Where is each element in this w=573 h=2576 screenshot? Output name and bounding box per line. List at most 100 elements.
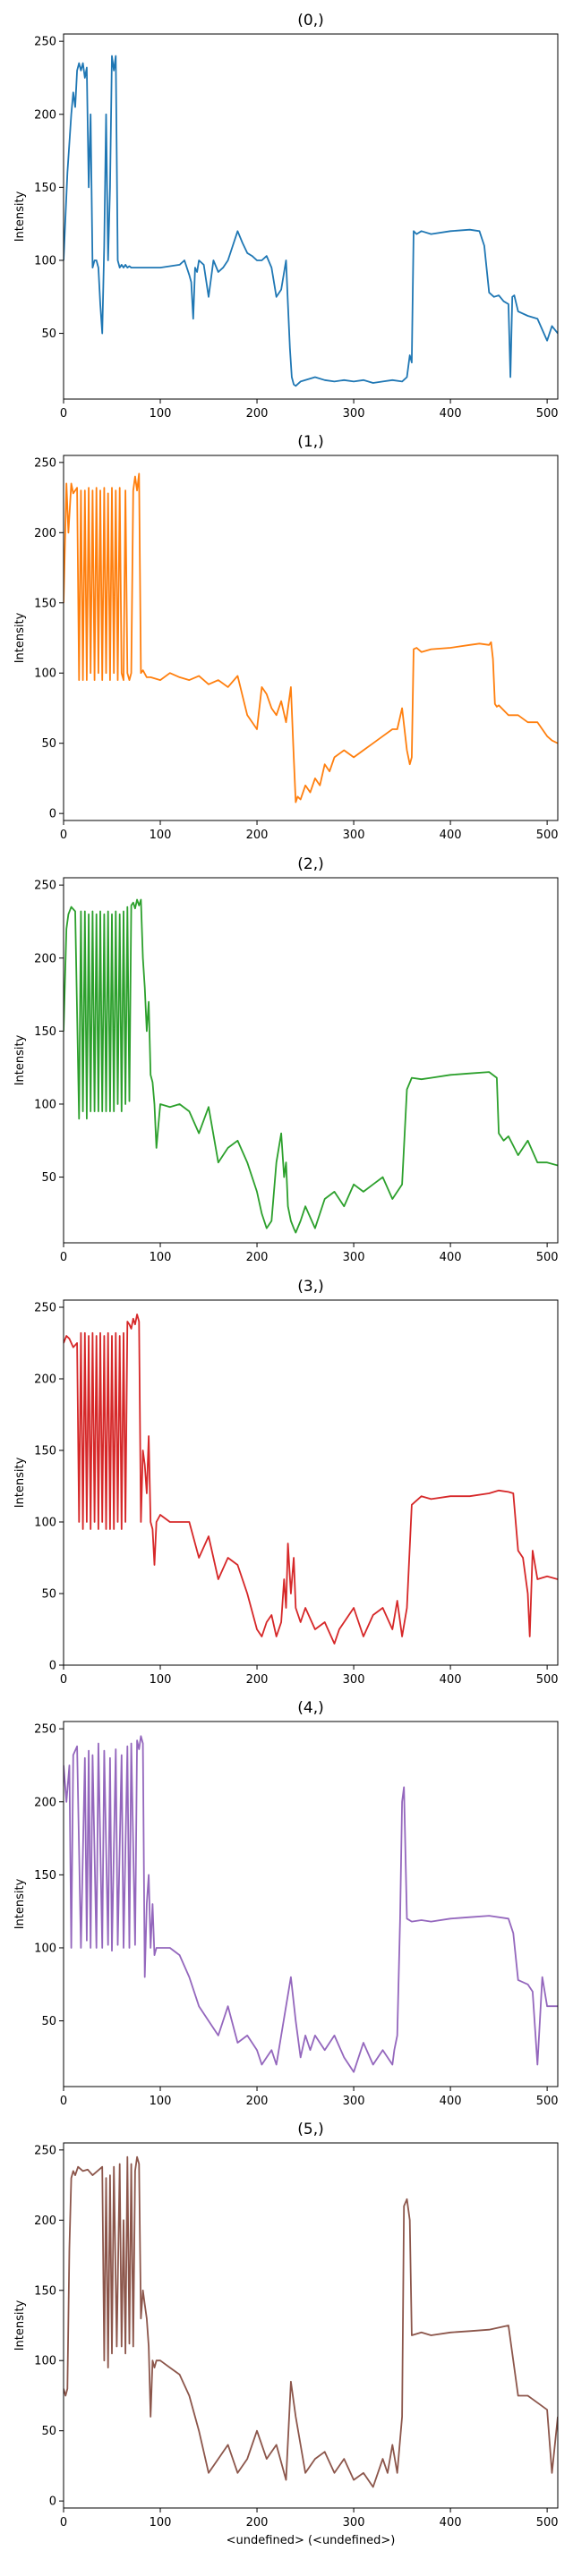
y-tick-label: 200 <box>34 527 56 540</box>
x-tick-label: 400 <box>440 407 462 421</box>
chart-title: (0,) <box>297 12 323 30</box>
chart-panel-4: (4,) 0 100 200 300 400 500 50 100 150 200 250 Intens… <box>13 1699 559 2108</box>
x-tick-label: 300 <box>343 1673 365 1687</box>
chart-title: (2,) <box>297 855 323 873</box>
y-axis-label: Intensity <box>13 1878 27 1929</box>
x-tick-label: 500 <box>536 1673 559 1687</box>
plot-frame <box>63 1721 559 2087</box>
x-tick-label: 300 <box>343 2516 365 2529</box>
x-tick-label: 100 <box>150 829 172 842</box>
x-tick-label: 100 <box>150 1251 172 1264</box>
x-tick-label: 300 <box>343 1251 365 1264</box>
y-tick-label: 200 <box>34 1796 56 1809</box>
x-tick-label: 400 <box>440 1251 462 1264</box>
x-tick-label: 200 <box>246 829 269 842</box>
x-tick-label: 200 <box>246 1673 269 1687</box>
y-tick-label: 100 <box>34 1942 56 1955</box>
series-line-0 <box>64 55 558 387</box>
y-tick-label: 150 <box>34 1445 56 1458</box>
y-tick-label: 100 <box>34 2355 56 2368</box>
y-tick-label: 50 <box>41 327 56 341</box>
y-tick-label: 250 <box>34 880 56 893</box>
plot-frame <box>63 2142 559 2509</box>
x-tick-label: 100 <box>150 407 172 421</box>
y-tick-label: 0 <box>49 808 56 821</box>
y-tick-label: 50 <box>41 2425 56 2438</box>
x-tick-label: 0 <box>60 2095 67 2108</box>
y-tick-label: 100 <box>34 667 56 681</box>
x-tick-label: 500 <box>536 829 559 842</box>
y-tick-label: 250 <box>34 1723 56 1737</box>
y-tick-label: 200 <box>34 108 56 122</box>
plot-frame <box>63 33 559 400</box>
chart-title: (1,) <box>297 433 323 451</box>
chart-title: (3,) <box>297 1278 323 1296</box>
x-tick-label: 100 <box>150 2095 172 2108</box>
x-tick-label: 200 <box>246 2516 269 2529</box>
y-tick-label: 250 <box>34 2144 56 2157</box>
y-axis-label: Intensity <box>13 1034 27 1085</box>
y-tick-label: 250 <box>34 456 56 470</box>
y-axis-label: Intensity <box>13 612 27 663</box>
y-tick-label: 100 <box>34 1098 56 1111</box>
y-tick-label: 150 <box>34 182 56 195</box>
chart-panel-0: (0,) 0 100 200 300 400 500 50 100 150 200 250 Intens… <box>13 12 559 421</box>
x-tick-label: 0 <box>60 1673 67 1687</box>
series-line-0 <box>64 1735 558 2073</box>
chart-panel-3: (3,) 0 100 200 300 400 500 0 50 100 150 200 250 Inten… <box>13 1278 559 1687</box>
x-tick-label: 400 <box>440 2516 462 2529</box>
plot-frame <box>63 455 559 821</box>
y-tick-label: 250 <box>34 36 56 49</box>
y-tick-label: 200 <box>34 1373 56 1387</box>
y-tick-label: 200 <box>34 952 56 965</box>
x-tick-label: 400 <box>440 829 462 842</box>
plot-frame <box>63 1299 559 1666</box>
x-tick-label: 0 <box>60 407 67 421</box>
chart-panel-5: (5,) 0 100 200 300 400 500 0 50 100 150 200 250 Inten… <box>13 2121 559 2547</box>
chart-title: (4,) <box>297 1699 323 1717</box>
chart-title: (5,) <box>297 2121 323 2138</box>
x-tick-label: 300 <box>343 2095 365 2108</box>
y-tick-label: 50 <box>41 737 56 751</box>
series-line-0 <box>64 2155 558 2488</box>
x-tick-label: 0 <box>60 2516 67 2529</box>
y-axis-label: Intensity <box>13 1457 27 1508</box>
x-tick-label: 400 <box>440 1673 462 1687</box>
x-tick-label: 500 <box>536 407 559 421</box>
y-tick-label: 200 <box>34 2215 56 2228</box>
x-tick-label: 100 <box>150 2516 172 2529</box>
x-tick-label: 500 <box>536 2095 559 2108</box>
x-tick-label: 500 <box>536 1251 559 1264</box>
y-tick-label: 150 <box>34 597 56 610</box>
x-axis-label: <undefined> (<undefined>) <box>227 2534 396 2547</box>
y-tick-label: 100 <box>34 254 56 268</box>
x-tick-label: 500 <box>536 2516 559 2529</box>
x-tick-label: 400 <box>440 2095 462 2108</box>
x-tick-label: 100 <box>150 1673 172 1687</box>
x-tick-label: 200 <box>246 407 269 421</box>
x-tick-label: 0 <box>60 829 67 842</box>
y-tick-label: 250 <box>34 1302 56 1315</box>
plot-frame <box>63 877 559 1244</box>
x-tick-label: 200 <box>246 1251 269 1264</box>
y-tick-label: 150 <box>34 2284 56 2298</box>
y-tick-label: 50 <box>41 1171 56 1185</box>
chart-panel-2: (2,) 0 100 200 300 400 500 50 100 150 200 250 Intens… <box>13 855 559 1264</box>
x-tick-label: 200 <box>246 2095 269 2108</box>
chart-panel-1: (1,) 0 100 200 300 400 500 0 50 100 150 200 250 Inten… <box>13 433 559 842</box>
y-tick-label: 50 <box>41 1588 56 1602</box>
y-tick-label: 0 <box>49 2495 56 2509</box>
series-line-0 <box>64 898 558 1234</box>
series-line-0 <box>64 472 558 803</box>
y-tick-label: 150 <box>34 1025 56 1039</box>
y-tick-label: 50 <box>41 2015 56 2028</box>
x-tick-label: 300 <box>343 829 365 842</box>
y-tick-label: 100 <box>34 1517 56 1530</box>
x-tick-label: 300 <box>343 407 365 421</box>
y-axis-label: Intensity <box>13 191 27 242</box>
y-tick-label: 0 <box>49 1660 56 1673</box>
y-axis-label: Intensity <box>13 2300 27 2351</box>
y-tick-label: 150 <box>34 1869 56 1883</box>
series-line-0 <box>64 1314 558 1645</box>
